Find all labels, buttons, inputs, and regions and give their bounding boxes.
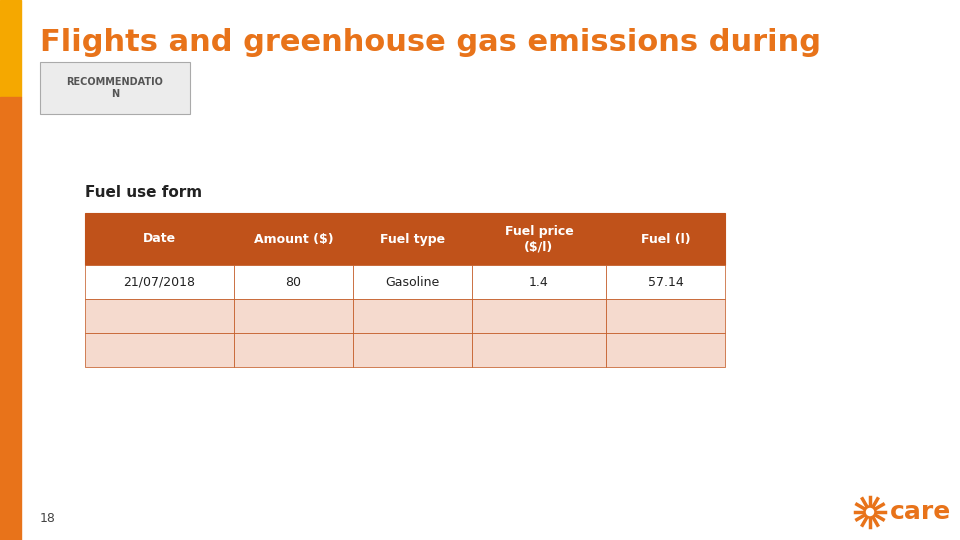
Bar <box>353 213 472 265</box>
Circle shape <box>867 509 874 516</box>
Bar <box>472 333 606 367</box>
Bar <box>353 299 472 333</box>
Circle shape <box>864 506 876 518</box>
Text: 57.14: 57.14 <box>648 275 684 288</box>
Bar <box>85 265 234 299</box>
Text: the FY: the FY <box>40 68 151 97</box>
Text: Fuel type: Fuel type <box>380 233 445 246</box>
Bar <box>472 213 606 265</box>
Bar <box>0 97 21 540</box>
Bar <box>234 333 353 367</box>
Bar <box>234 265 353 299</box>
Text: Fuel use form: Fuel use form <box>85 185 203 200</box>
Bar <box>606 333 725 367</box>
Bar <box>0 0 21 97</box>
Text: Fuel (l): Fuel (l) <box>640 233 690 246</box>
Bar <box>472 299 606 333</box>
Bar <box>353 265 472 299</box>
Bar <box>85 213 234 265</box>
Bar <box>353 333 472 367</box>
Text: Gasoline: Gasoline <box>385 275 440 288</box>
Bar <box>85 299 234 333</box>
Bar <box>234 299 353 333</box>
Bar <box>40 62 190 114</box>
Bar <box>234 213 353 265</box>
Bar <box>472 265 606 299</box>
Bar <box>606 299 725 333</box>
Text: Date: Date <box>143 233 176 246</box>
Text: 21/07/2018: 21/07/2018 <box>124 275 196 288</box>
Text: 80: 80 <box>285 275 301 288</box>
Text: Fuel price
($/l): Fuel price ($/l) <box>505 225 573 253</box>
Text: RECOMMENDATIO
N: RECOMMENDATIO N <box>66 77 163 99</box>
Text: 1.4: 1.4 <box>529 275 549 288</box>
Text: 18: 18 <box>40 512 56 525</box>
Bar <box>606 265 725 299</box>
Bar <box>606 213 725 265</box>
Text: Flights and greenhouse gas emissions during: Flights and greenhouse gas emissions dur… <box>40 28 821 57</box>
Text: care: care <box>890 500 951 524</box>
Text: Amount ($): Amount ($) <box>253 233 333 246</box>
Bar <box>85 333 234 367</box>
